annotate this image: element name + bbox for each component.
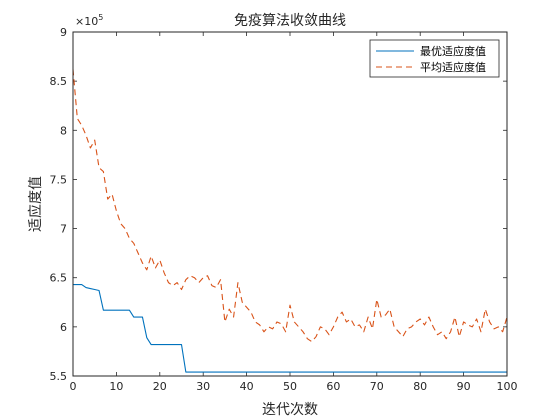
x-tick-label: 20 <box>153 380 167 393</box>
y-multiplier-exponent: 5 <box>98 13 103 22</box>
series-line-best-fitness <box>73 284 507 373</box>
x-tick-label: 90 <box>457 380 471 393</box>
plot-area <box>73 32 507 376</box>
legend-box <box>369 39 500 78</box>
y-multiplier: ×105 <box>75 13 103 28</box>
y-tick-label: 6 <box>60 321 67 334</box>
y-axis-ticks: 5.5 6 6.5 7 7.5 8 8.5 9 <box>50 26 507 383</box>
x-tick-label: 50 <box>283 380 297 393</box>
x-tick-label: 30 <box>196 380 210 393</box>
y-axis-title: 适应度值 <box>27 176 44 232</box>
x-axis-title: 迭代次数 <box>262 402 318 418</box>
y-tick-label: 8.5 <box>50 75 68 88</box>
y-tick-label: 7 <box>60 223 67 236</box>
x-tick-label: 100 <box>497 380 518 393</box>
y-tick-label: 9 <box>60 26 67 39</box>
x-tick-label: 10 <box>109 380 123 393</box>
legend-label-best: 最优适应度值 <box>420 44 486 58</box>
y-tick-label: 5.5 <box>50 370 68 383</box>
x-tick-label: 70 <box>370 380 384 393</box>
chart-title: 免疫算法收敛曲线 <box>234 13 346 29</box>
y-tick-label: 6.5 <box>50 272 68 285</box>
x-tick-label: 0 <box>70 380 77 393</box>
x-tick-label: 60 <box>326 380 340 393</box>
legend: 最优适应度值 平均适应度值 <box>369 39 500 78</box>
plot-border <box>72 31 508 377</box>
x-axis-ticks: 0 10 20 30 40 50 60 70 80 90 100 <box>70 32 518 393</box>
legend-label-average: 平均适应度值 <box>420 60 486 74</box>
y-multiplier-base: ×10 <box>75 15 98 28</box>
x-tick-label: 80 <box>413 380 427 393</box>
series-line-average-fitness <box>72 69 508 343</box>
svg-text:×105: ×105 <box>75 13 103 28</box>
y-tick-label: 7.5 <box>50 173 68 186</box>
y-tick-label: 8 <box>60 124 67 137</box>
data-series <box>72 69 508 373</box>
x-tick-label: 40 <box>240 380 254 393</box>
